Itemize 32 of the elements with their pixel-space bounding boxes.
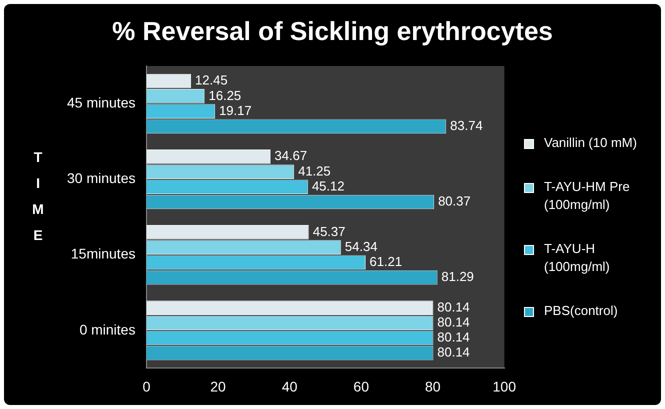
legend-label: Vanillin (10 mM): [544, 134, 637, 152]
data-label: 34.67: [274, 148, 308, 164]
data-label: 80.14: [437, 299, 470, 314]
data-label: 81.29: [441, 269, 474, 284]
legend-label: PBS(control): [544, 302, 618, 320]
data-label: 83.74: [450, 118, 483, 134]
x-tick-label: 40: [282, 378, 298, 394]
x-tick-label: 80: [424, 378, 441, 394]
y-tick-label: 15minutes: [70, 246, 136, 262]
data-label: 54.34: [344, 238, 378, 254]
data-label: 80.14: [437, 314, 470, 330]
data-label: 45.37: [312, 224, 346, 239]
y-axis-title: TIME: [32, 148, 44, 243]
data-label: 19.17: [219, 102, 252, 118]
data-label: 80.14: [437, 344, 470, 360]
data-label: 45.12: [312, 178, 344, 194]
data-label: 41.25: [298, 163, 331, 178]
x-tick-label: 0: [142, 378, 151, 394]
y-tick-label: 45 minutes: [67, 94, 136, 111]
x-tick-label: 60: [353, 378, 370, 394]
y-tick-label: 0 minites: [79, 321, 136, 338]
data-label: 80.14: [437, 330, 470, 345]
chart-title: % Reversal of Sickling erythrocytes: [111, 16, 554, 47]
legend-label: T-AYU-HM Pre (100mg/ml): [544, 178, 631, 214]
data-label: 80.37: [438, 194, 471, 209]
data-label: 61.21: [370, 254, 402, 270]
data-label: 16.25: [208, 88, 242, 103]
x-tick-label: 100: [492, 378, 516, 394]
x-tick-label: 20: [210, 378, 226, 394]
y-tick-label: 30 minutes: [67, 170, 136, 186]
data-label: 12.45: [195, 72, 228, 88]
legend-label: T-AYU-H (100mg/ml): [544, 240, 611, 276]
